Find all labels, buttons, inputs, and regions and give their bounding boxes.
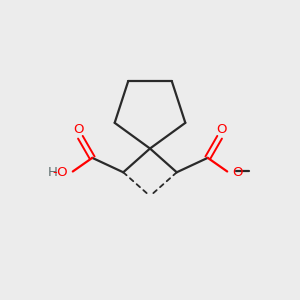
Text: H: H bbox=[48, 166, 58, 179]
Text: O: O bbox=[232, 166, 243, 178]
Text: O: O bbox=[74, 123, 84, 136]
Text: O: O bbox=[216, 123, 226, 136]
Text: -O: -O bbox=[53, 166, 68, 179]
